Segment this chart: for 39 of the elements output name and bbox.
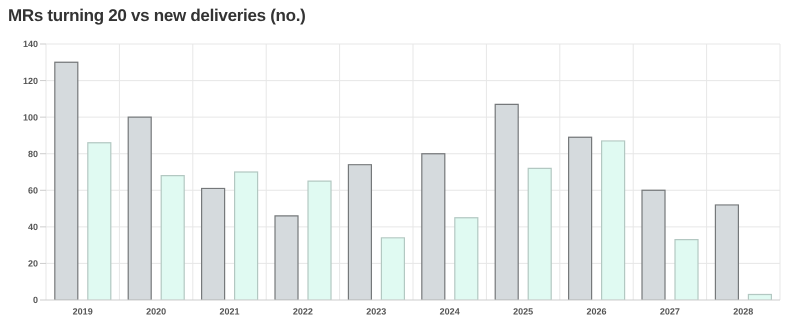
y-tick-label: 80 bbox=[28, 148, 38, 159]
bar bbox=[454, 217, 478, 300]
x-tick-label: 2025 bbox=[513, 306, 534, 316]
bar bbox=[54, 62, 78, 300]
bar bbox=[421, 153, 446, 300]
bar bbox=[160, 175, 185, 300]
bar bbox=[348, 164, 372, 300]
chart-title: MRs turning 20 vs new deliveries (no.) bbox=[8, 6, 307, 27]
y-tick-label: 40 bbox=[28, 222, 38, 232]
x-tick-label: 2026 bbox=[586, 306, 607, 316]
bar bbox=[307, 180, 332, 300]
bar bbox=[568, 136, 592, 300]
y-tick-label: 20 bbox=[28, 258, 38, 269]
x-tick-label: 2028 bbox=[733, 306, 754, 316]
x-tick-label: 2027 bbox=[660, 306, 680, 316]
bar bbox=[87, 142, 112, 300]
y-tick-label: 100 bbox=[22, 112, 38, 122]
bar bbox=[274, 215, 299, 300]
y-tick-label: 140 bbox=[22, 39, 38, 50]
y-tick-label: 120 bbox=[22, 76, 38, 86]
x-tick-label: 2019 bbox=[72, 306, 93, 316]
bar bbox=[201, 188, 226, 300]
bar bbox=[674, 239, 699, 300]
y-tick-label: 0 bbox=[32, 295, 38, 306]
bar bbox=[714, 204, 740, 300]
bar bbox=[641, 190, 666, 300]
bar bbox=[528, 168, 552, 300]
bar bbox=[234, 171, 258, 300]
x-tick-label: 2020 bbox=[146, 306, 166, 316]
bar bbox=[128, 116, 152, 300]
bar bbox=[748, 294, 772, 300]
x-tick-label: 2022 bbox=[292, 306, 313, 316]
x-tick-label: 2024 bbox=[440, 306, 460, 316]
bar bbox=[601, 140, 626, 300]
bar bbox=[380, 237, 406, 300]
y-tick-label: 60 bbox=[28, 185, 38, 196]
bar bbox=[494, 104, 519, 300]
x-tick-label: 2023 bbox=[366, 306, 386, 316]
x-tick-label: 2021 bbox=[219, 306, 240, 316]
